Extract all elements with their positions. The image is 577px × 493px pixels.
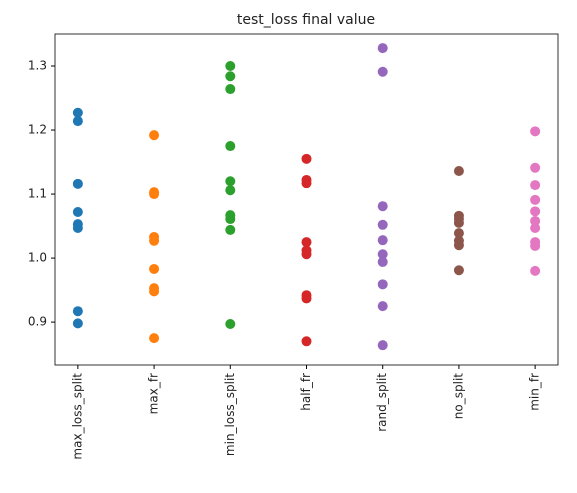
point	[301, 153, 312, 164]
point	[453, 166, 464, 177]
x-tick-label: min_fr	[528, 373, 542, 411]
y-tick-label: 1.0	[28, 251, 47, 265]
y-tick-label: 1.1	[28, 187, 47, 201]
point	[225, 214, 236, 225]
point	[377, 301, 388, 312]
point	[530, 215, 541, 226]
point	[72, 116, 83, 127]
point	[225, 176, 236, 187]
point	[72, 178, 83, 189]
y-tick-label: 0.9	[28, 315, 47, 329]
point	[72, 107, 83, 118]
point	[225, 141, 236, 152]
point	[149, 263, 160, 274]
x-tick-label: half_fr	[299, 373, 313, 411]
point	[530, 240, 541, 251]
point	[301, 293, 312, 304]
point	[377, 256, 388, 267]
point	[530, 180, 541, 191]
point	[72, 222, 83, 233]
point	[225, 61, 236, 72]
y-tick-label: 1.2	[28, 123, 47, 137]
point	[72, 206, 83, 217]
point	[149, 286, 160, 297]
point	[377, 66, 388, 77]
point	[377, 43, 388, 54]
point	[377, 279, 388, 290]
point	[377, 219, 388, 230]
point	[225, 185, 236, 196]
x-tick-label: rand_split	[375, 373, 389, 432]
point	[149, 189, 160, 200]
point	[453, 228, 464, 239]
plot-frame	[54, 33, 559, 366]
x-tick-label: min_loss_split	[223, 373, 237, 456]
y-tick-label: 1.3	[28, 59, 47, 73]
chart-title: test_loss final value	[237, 12, 375, 28]
point	[301, 178, 312, 189]
point	[377, 340, 388, 351]
point	[301, 336, 312, 347]
point	[225, 319, 236, 330]
point	[225, 71, 236, 82]
point	[149, 333, 160, 344]
point	[225, 224, 236, 235]
point	[377, 201, 388, 212]
point	[530, 222, 541, 233]
point	[72, 318, 83, 329]
x-tick-label: max_fr	[147, 373, 161, 414]
point	[453, 217, 464, 228]
point	[72, 306, 83, 317]
x-tick-label: max_loss_split	[70, 373, 84, 460]
point	[453, 265, 464, 276]
point	[149, 235, 160, 246]
point	[301, 249, 312, 260]
point	[453, 240, 464, 251]
point	[377, 249, 388, 260]
point	[225, 84, 236, 95]
point	[530, 126, 541, 137]
point	[530, 206, 541, 217]
point	[149, 130, 160, 141]
point	[530, 162, 541, 173]
point	[377, 235, 388, 246]
point	[530, 265, 541, 276]
point	[301, 237, 312, 248]
point	[530, 194, 541, 205]
x-tick-label: no_split	[451, 373, 465, 419]
